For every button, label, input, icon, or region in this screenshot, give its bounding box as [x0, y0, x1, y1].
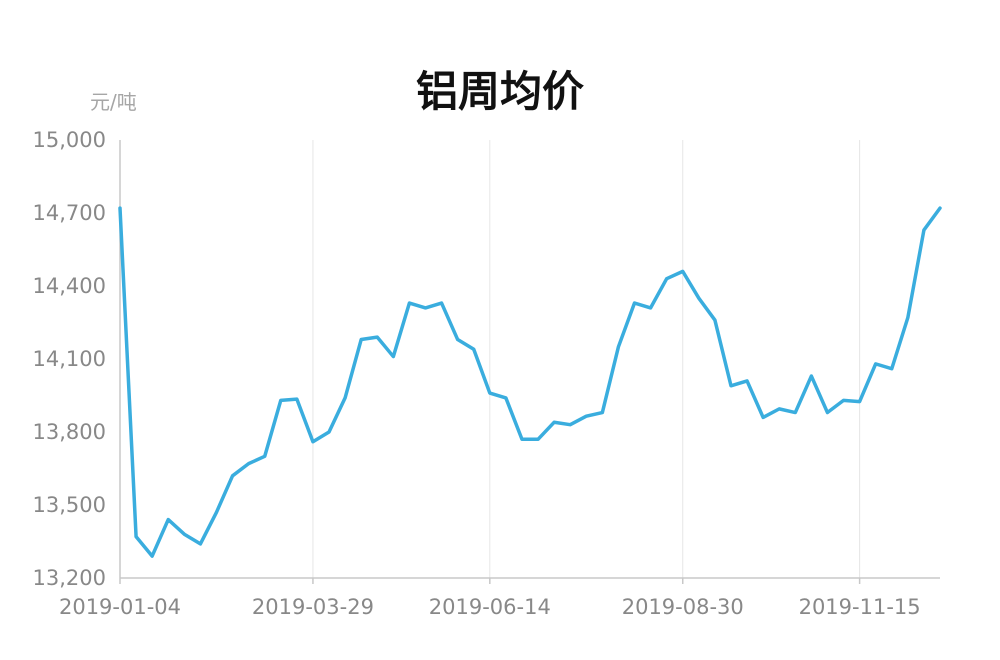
data-point — [167, 518, 170, 521]
data-point — [890, 367, 893, 370]
data-point — [488, 392, 491, 395]
data-point — [939, 207, 942, 210]
data-point — [681, 270, 684, 273]
data-point — [472, 348, 475, 351]
data-point — [440, 302, 443, 305]
x-tick-label: 2019-08-30 — [622, 595, 744, 619]
data-point — [456, 338, 459, 341]
data-point — [585, 415, 588, 418]
data-point — [713, 319, 716, 322]
data-point — [633, 302, 636, 305]
data-point — [746, 379, 749, 382]
data-point — [279, 399, 282, 402]
data-point — [537, 438, 540, 441]
data-point — [778, 407, 781, 410]
data-point — [617, 345, 620, 348]
data-point — [376, 336, 379, 339]
series-line — [118, 206, 942, 558]
x-tick-label: 2019-11-15 — [799, 595, 921, 619]
data-point — [842, 399, 845, 402]
data-point — [858, 400, 861, 403]
data-point — [504, 396, 507, 399]
data-point — [762, 416, 765, 419]
y-tick-label: 14,100 — [33, 347, 106, 371]
y-tick-label: 14,700 — [33, 201, 106, 225]
data-point — [392, 355, 395, 358]
data-point — [729, 384, 732, 387]
data-point — [328, 431, 331, 434]
data-point — [360, 338, 363, 341]
chart-title: 铝周均价 — [415, 67, 584, 116]
data-point — [520, 438, 523, 441]
y-tick-label: 15,000 — [33, 128, 106, 152]
data-point — [247, 462, 250, 465]
data-point — [408, 302, 411, 305]
data-point — [295, 398, 298, 401]
data-point — [183, 533, 186, 536]
y-tick-label: 14,400 — [33, 274, 106, 298]
data-point — [697, 297, 700, 300]
data-point — [906, 316, 909, 319]
data-point — [665, 277, 668, 280]
y-tick-label: 13,500 — [33, 493, 106, 517]
data-point — [874, 362, 877, 365]
data-point — [344, 396, 347, 399]
y-tick-label: 13,200 — [33, 566, 106, 590]
data-point — [922, 229, 925, 232]
x-tick-label: 2019-01-04 — [59, 595, 181, 619]
x-tick-label: 2019-03-29 — [252, 595, 374, 619]
data-point — [215, 511, 218, 514]
data-point — [119, 207, 122, 210]
data-point — [794, 411, 797, 414]
data-point — [569, 423, 572, 426]
data-point — [810, 375, 813, 378]
data-point — [151, 555, 154, 558]
data-point — [135, 535, 138, 538]
data-point — [826, 411, 829, 414]
data-point — [199, 542, 202, 545]
data-point — [311, 440, 314, 443]
data-point — [424, 306, 427, 309]
y-tick-label: 13,800 — [33, 420, 106, 444]
data-point — [649, 306, 652, 309]
data-point — [231, 474, 234, 477]
x-tick-label: 2019-06-14 — [429, 595, 551, 619]
data-point — [553, 421, 556, 424]
y-axis-unit-label: 元/吨 — [90, 90, 137, 114]
data-point — [263, 455, 266, 458]
data-point — [601, 411, 604, 414]
